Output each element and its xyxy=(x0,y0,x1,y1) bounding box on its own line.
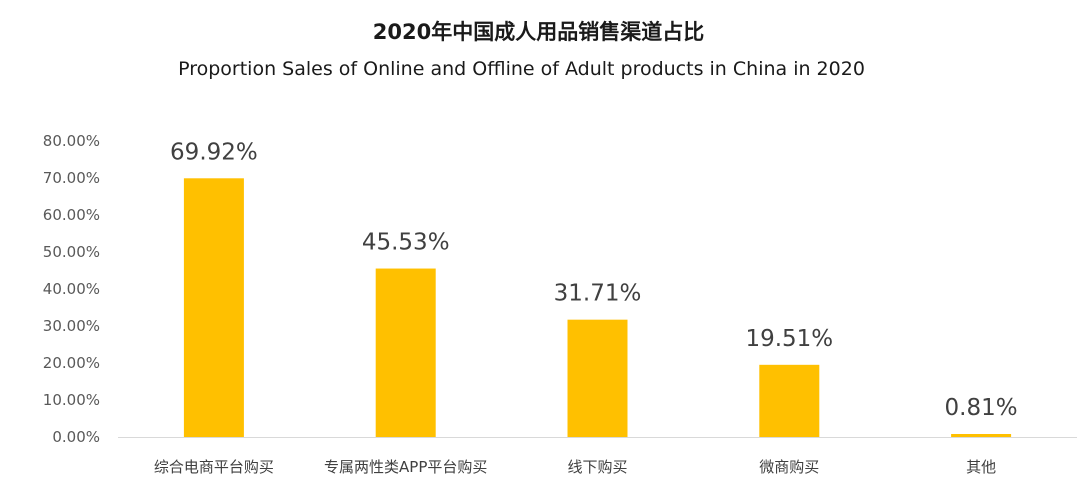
y-tick-label: 40.00% xyxy=(43,280,100,298)
bar xyxy=(567,319,628,437)
y-tick-label: 50.00% xyxy=(43,243,100,261)
x-tick-label: 微商购买 xyxy=(759,458,819,476)
bar xyxy=(759,364,820,437)
data-label: 45.53% xyxy=(362,230,450,256)
x-tick-label: 其他 xyxy=(966,458,996,476)
x-tick-label: 线下购买 xyxy=(567,458,627,476)
chart-title: 2020年中国成人用品销售渠道占比 xyxy=(372,20,705,44)
bar xyxy=(183,178,244,437)
x-tick-label: 综合电商平台购买 xyxy=(154,458,274,476)
y-tick-label: 80.00% xyxy=(43,132,100,150)
x-tick-label: 专属两性类APP平台购买 xyxy=(324,458,487,476)
data-label: 69.92% xyxy=(170,139,258,165)
data-label: 31.71% xyxy=(554,281,642,307)
y-tick-label: 0.00% xyxy=(52,428,100,446)
y-tick-label: 10.00% xyxy=(43,391,100,409)
chart-subtitle: Proportion Sales of Online and Offline o… xyxy=(178,58,865,80)
y-tick-label: 70.00% xyxy=(43,169,100,187)
bar xyxy=(375,268,436,437)
data-label: 0.81% xyxy=(945,395,1018,421)
y-tick-label: 60.00% xyxy=(43,206,100,224)
y-tick-label: 30.00% xyxy=(43,317,100,335)
bar xyxy=(951,434,1012,437)
data-label: 19.51% xyxy=(745,326,833,352)
y-tick-label: 20.00% xyxy=(43,354,100,372)
